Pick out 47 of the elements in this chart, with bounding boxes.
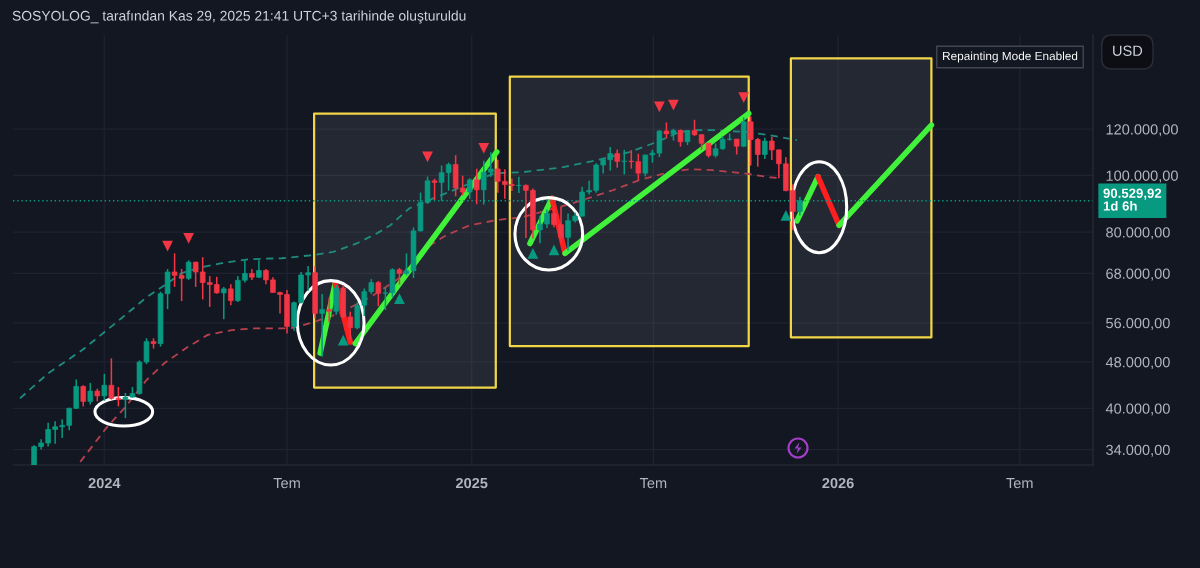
candlestick bbox=[466, 177, 473, 200]
chart-title: SOSYOLOG_ tarafından Kas 29, 2025 21:41 UTC+3 tarihinde oluşturuldu bbox=[12, 10, 466, 24]
ref-line-label: 90.529,92 1d 6h bbox=[1103, 188, 1162, 211]
y-tick-label: 48.000,00 bbox=[1105, 357, 1170, 370]
candlestick bbox=[621, 149, 628, 176]
point bbox=[337, 334, 349, 346]
y-tick-label: 34.000,00 bbox=[1106, 444, 1170, 457]
point bbox=[478, 143, 490, 154]
y-tick-label: 80.000,00 bbox=[1106, 227, 1170, 240]
x-tick-label: Tem bbox=[639, 478, 667, 489]
candlestick bbox=[185, 259, 192, 281]
y-tick-label: 120.000,00 bbox=[1106, 124, 1178, 137]
candlestick bbox=[762, 136, 768, 160]
candlestick bbox=[473, 167, 480, 205]
candlestick bbox=[614, 148, 620, 169]
candlestick bbox=[221, 286, 227, 320]
candlestick bbox=[333, 284, 339, 316]
point bbox=[183, 232, 195, 244]
candlestick bbox=[228, 283, 234, 307]
candlestick bbox=[319, 293, 325, 358]
y-axis-title: USD bbox=[1113, 45, 1143, 56]
candlestick bbox=[101, 373, 108, 402]
y-tick-label: 100.000,00 bbox=[1106, 170, 1178, 183]
point bbox=[394, 293, 405, 304]
y-tick-label: 56.000,00 bbox=[1106, 317, 1170, 330]
candlestick bbox=[326, 296, 332, 324]
candlestick bbox=[80, 384, 87, 408]
point bbox=[780, 209, 792, 221]
y-tick-label: 68.000,00 bbox=[1106, 268, 1170, 281]
candlestick bbox=[87, 382, 94, 406]
x-tick-label: 2024 bbox=[88, 477, 121, 489]
x-tick-label: 2025 bbox=[455, 477, 488, 489]
x-tick-label: Tem bbox=[273, 478, 300, 489]
candlestick bbox=[516, 175, 522, 194]
point bbox=[162, 240, 173, 252]
point bbox=[527, 247, 539, 259]
point bbox=[738, 92, 750, 103]
point bbox=[654, 101, 665, 113]
x-tick-label: 2026 bbox=[822, 477, 854, 489]
x-tick-label: Tem bbox=[1006, 478, 1033, 489]
point bbox=[668, 99, 679, 111]
y-tick-label: 40.000,00 bbox=[1105, 403, 1170, 416]
point bbox=[548, 244, 560, 256]
point bbox=[422, 151, 433, 163]
candlestick bbox=[431, 178, 438, 201]
annotation: Repainting Mode Enabled bbox=[943, 51, 1078, 63]
candlestick bbox=[375, 280, 382, 307]
